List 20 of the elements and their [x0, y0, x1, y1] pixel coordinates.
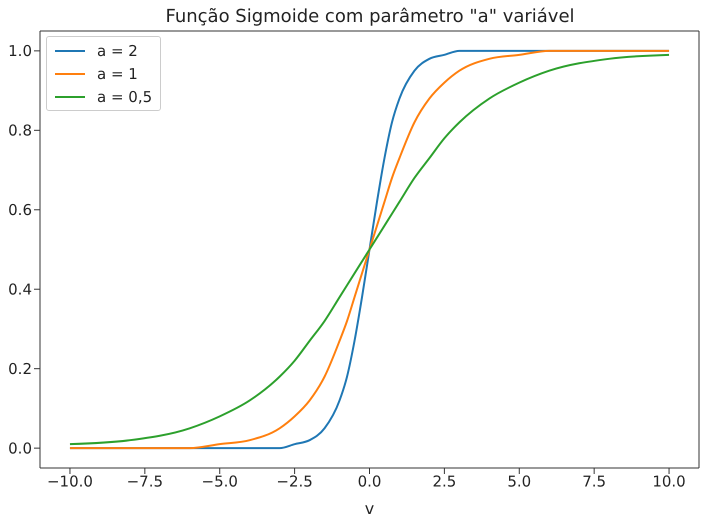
x-tick-label: 0.0 — [358, 472, 382, 491]
y-tick-label: 0.4 — [8, 280, 32, 299]
x-tick-label: 2.5 — [432, 472, 456, 491]
legend-label: a = 0,5 — [97, 88, 152, 106]
y-tick-label: 0.6 — [8, 201, 32, 220]
legend-label: a = 2 — [97, 42, 138, 60]
x-tick-label: −7.5 — [126, 472, 164, 491]
y-tick-label: 0.8 — [8, 122, 32, 140]
y-tick-label: 0.2 — [8, 360, 32, 378]
x-axis-title: v — [364, 499, 374, 518]
y-tick-label: 0.0 — [8, 439, 32, 458]
chart-title: Função Sigmoide com parâmetro "a" variável — [164, 6, 576, 27]
x-tick-label: −2.5 — [276, 472, 313, 491]
x-tick-label: 5.0 — [507, 472, 532, 491]
x-tick-label: −5.0 — [202, 472, 238, 491]
x-tick-label: 7.5 — [582, 472, 606, 491]
legend-label: a = 1 — [97, 64, 138, 82]
x-tick-label: −10.0 — [46, 472, 93, 491]
x-tick-label: 10.0 — [652, 472, 686, 491]
y-tick-label: 1.0 — [8, 42, 32, 60]
